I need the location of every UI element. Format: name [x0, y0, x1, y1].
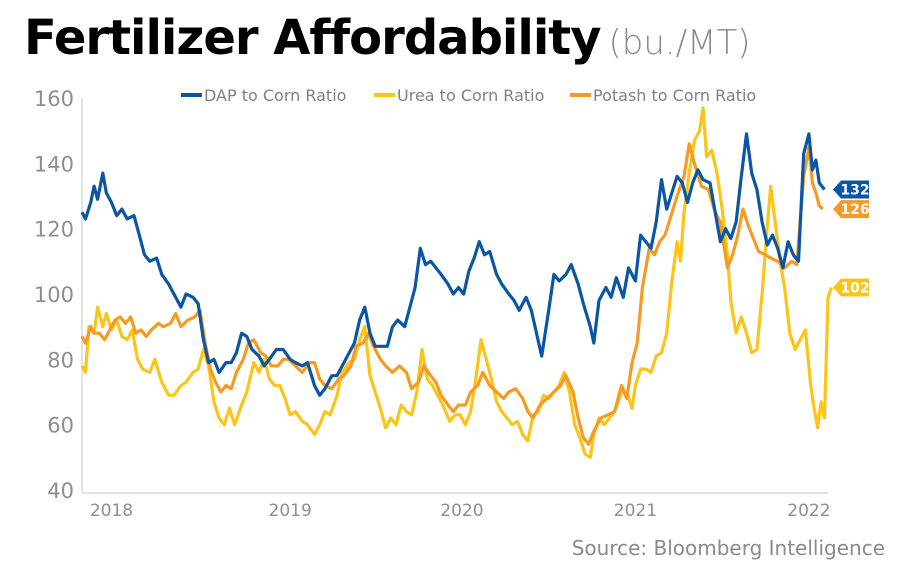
y-tick-label: 160 [34, 87, 74, 111]
x-tick-label: 2020 [440, 501, 483, 521]
y-tick-label: 100 [34, 283, 74, 307]
legend: DAP to Corn Ratio Urea to Corn Ratio Potas… [181, 86, 756, 105]
end-label-tag [833, 180, 869, 199]
series-line-dap [80, 132, 826, 397]
series-lines [80, 106, 834, 459]
end-label-tag [833, 278, 869, 297]
legend-label: Urea to Corn Ratio [397, 86, 544, 105]
legend-item-potash: Potash to Corn Ratio [570, 86, 756, 105]
end-label-dap: 132 [833, 180, 870, 199]
x-tick-label: 2019 [269, 501, 312, 521]
legend-label: DAP to Corn Ratio [204, 86, 346, 105]
y-tick-labels: 40 60 80 100 120 140 160 [34, 87, 74, 503]
series-line-urea [80, 106, 834, 459]
y-tick-label: 40 [47, 479, 74, 503]
axes [81, 98, 828, 494]
end-labels: 132 102 126 [833, 180, 870, 297]
y-tick-label: 60 [47, 414, 74, 438]
end-label-tag [833, 200, 869, 219]
end-label-value: 126 [840, 202, 869, 218]
x-tick-labels: 2018 2019 2020 2021 2022 [90, 501, 831, 521]
legend-item-dap: DAP to Corn Ratio [181, 86, 346, 105]
x-tick-label: 2018 [90, 501, 133, 521]
legend-item-urea: Urea to Corn Ratio [374, 86, 544, 105]
y-tick-label: 140 [34, 152, 74, 176]
end-label-value: 102 [840, 280, 869, 296]
series-line-potash [80, 142, 824, 446]
end-label-urea: 102 [833, 278, 870, 297]
chart-title-units: (bu./MT) [608, 23, 751, 63]
end-label-potash: 126 [833, 200, 870, 219]
chart-title-main: Fertilizer Affordability [24, 10, 602, 66]
x-tick-label: 2022 [787, 501, 830, 521]
x-tick-label: 2021 [614, 501, 657, 521]
chart-title: Fertilizer Affordability (bu./MT) [24, 10, 751, 66]
y-tick-label: 120 [34, 218, 74, 242]
source-note: Source: Bloomberg Intelligence [571, 536, 885, 560]
y-tick-label: 80 [47, 348, 74, 372]
legend-label: Potash to Corn Ratio [593, 86, 756, 105]
end-label-value: 132 [840, 182, 869, 198]
